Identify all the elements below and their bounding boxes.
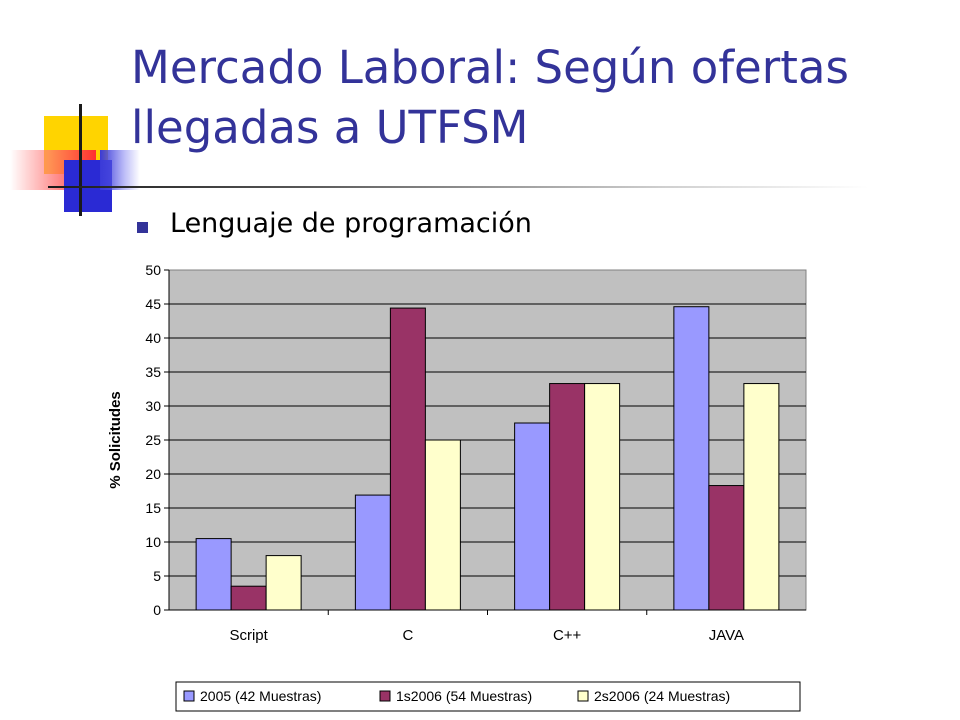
x-tick-label: Script [229, 627, 268, 644]
y-axis-label: % Solicitudes [107, 391, 124, 489]
y-tick-label: 35 [145, 364, 161, 380]
bar [424, 439, 461, 611]
bar [230, 585, 267, 611]
bar [584, 383, 621, 611]
y-tick-label: 25 [145, 432, 161, 448]
y-tick-label: 30 [145, 398, 161, 414]
bar [265, 555, 302, 611]
decor-vertical-line [79, 104, 82, 216]
legend-swatch [379, 690, 391, 702]
legend-swatch [577, 690, 589, 702]
page-title: Mercado Laboral: Según ofertas llegadas … [131, 41, 849, 154]
bar [549, 383, 586, 611]
bar [389, 307, 426, 611]
y-tick-label: 50 [145, 262, 161, 278]
bullet-marker [137, 222, 148, 233]
y-tick-label: 15 [145, 500, 161, 516]
y-tick-label: 10 [145, 534, 161, 550]
bar [673, 306, 710, 611]
legend-box [175, 681, 801, 712]
y-tick-label: 0 [153, 602, 161, 618]
bullet-text: Lenguaje de programación [170, 208, 532, 239]
bar [514, 422, 551, 611]
bar [195, 538, 232, 611]
x-tick-label: JAVA [709, 627, 744, 644]
bar [708, 485, 745, 611]
y-tick-label: 5 [153, 568, 161, 584]
bar [354, 494, 391, 611]
legend-label: 2s2006 (24 Muestras) [594, 688, 730, 704]
legend-label: 1s2006 (54 Muestras) [396, 688, 532, 704]
y-tick-label: 40 [145, 330, 161, 346]
x-tick-label: C++ [553, 627, 582, 644]
x-tick-label: C [402, 627, 413, 644]
bar [743, 383, 780, 611]
legend-label: 2005 (42 Muestras) [200, 688, 321, 704]
decor-blue-gradient-bar [100, 150, 140, 190]
y-tick-label: 45 [145, 296, 161, 312]
title-underline [48, 186, 868, 188]
bar-chart: 0 5 10 15 20 25 30 35 40 45 50 Script C C++ JAVA % Soli… [107, 262, 807, 712]
legend-swatch [183, 690, 195, 702]
y-tick-label: 20 [145, 466, 161, 482]
